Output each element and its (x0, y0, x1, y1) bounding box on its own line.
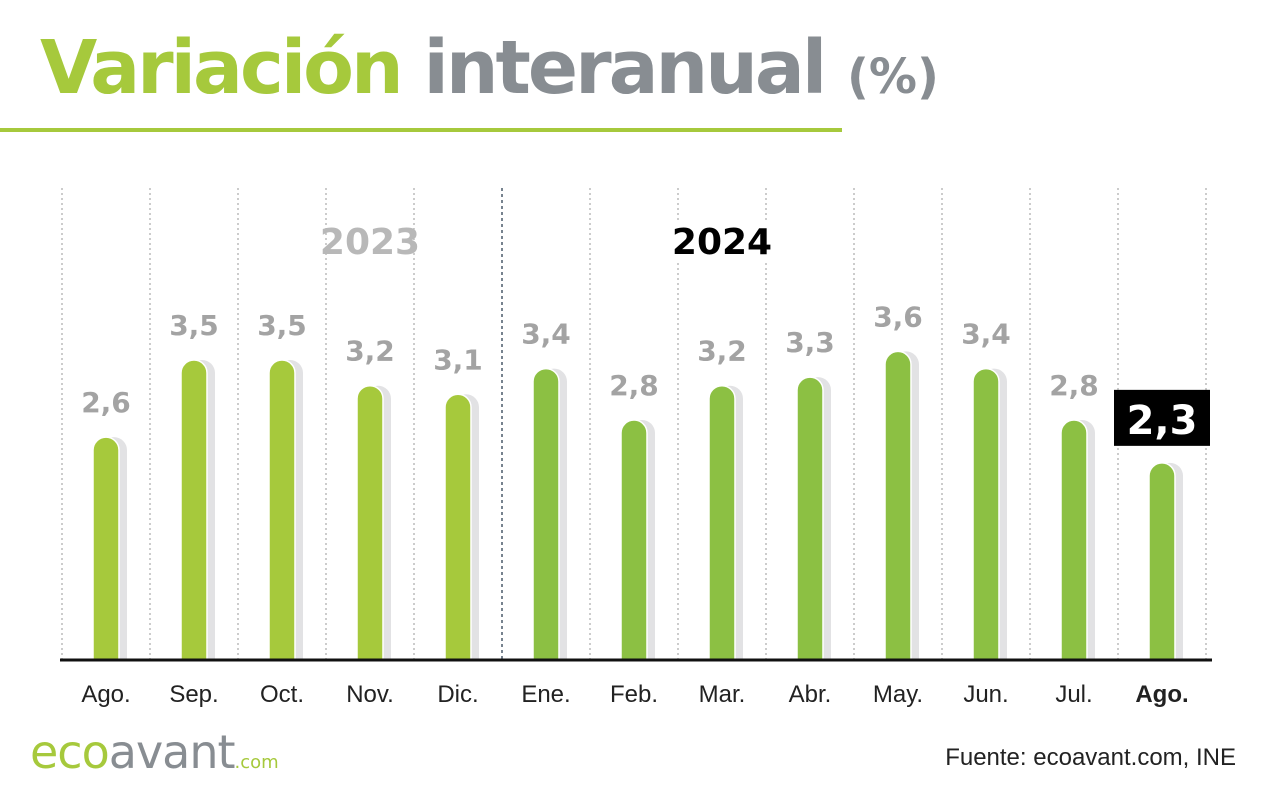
bar-2024 (884, 350, 912, 661)
bar-2024 (532, 367, 560, 661)
value-label: 2,8 (1049, 369, 1099, 402)
chart-title: Variación interanual (%) (40, 18, 939, 127)
value-label: 3,3 (785, 326, 835, 359)
value-label-highlight: 2,3 (1127, 398, 1198, 444)
x-tick-label: May. (873, 681, 923, 708)
x-tick-label: Ene. (521, 681, 570, 708)
bar-2023 (444, 393, 472, 661)
x-tick-label: Ago. (1135, 681, 1188, 708)
x-tick-label: Jul. (1055, 681, 1092, 708)
value-label: 3,4 (961, 318, 1011, 351)
title-variacion: Variación (40, 25, 404, 111)
highlight-label-box (1114, 389, 1210, 446)
x-tick-label: Mar. (699, 681, 746, 708)
year-label-2024: 2024 (672, 222, 772, 263)
bar-2024 (708, 384, 736, 661)
value-label: 3,5 (257, 309, 307, 342)
bar-2024 (972, 367, 1000, 661)
x-tick-label: Jun. (963, 681, 1008, 708)
bar-2023 (92, 436, 120, 661)
logo-eco: eco (30, 725, 110, 779)
year-label-2023: 2023 (320, 222, 420, 263)
title-interanual: interanual (423, 25, 827, 111)
value-label: 3,6 (873, 300, 923, 333)
title-underline (0, 128, 842, 132)
year-label-2024-bg (668, 220, 776, 262)
x-tick-label: Dic. (437, 681, 478, 708)
x-tick-label: Ago. (81, 681, 130, 708)
bar-2024 (1148, 462, 1176, 661)
value-label: 2,8 (609, 369, 659, 402)
source-note: Fuente: ecoavant.com, INE (945, 744, 1236, 771)
x-tick-label: Oct. (260, 681, 304, 708)
value-label: 3,2 (697, 335, 747, 368)
x-tick-label: Sep. (169, 681, 218, 708)
value-label: 3,5 (169, 309, 219, 342)
bar-2023 (180, 359, 208, 661)
title-percent: (%) (846, 49, 939, 105)
logo-avant: avant (108, 725, 236, 779)
bar-2024 (620, 419, 648, 661)
value-label: 3,1 (433, 343, 483, 376)
x-tick-label: Nov. (346, 681, 394, 708)
x-tick-label: Feb. (610, 681, 658, 708)
value-label: 3,2 (345, 335, 395, 368)
bar-2023 (356, 384, 384, 661)
bar-2024 (1060, 419, 1088, 661)
ecoavant-logo: ecoavant.com (30, 722, 279, 793)
bar-2024 (796, 376, 824, 661)
x-tick-label: Abr. (789, 681, 832, 708)
logo-dotcom: .com (234, 752, 279, 773)
bar-2023 (268, 359, 296, 661)
value-label: 3,4 (521, 318, 571, 351)
value-label: 2,6 (81, 386, 131, 419)
